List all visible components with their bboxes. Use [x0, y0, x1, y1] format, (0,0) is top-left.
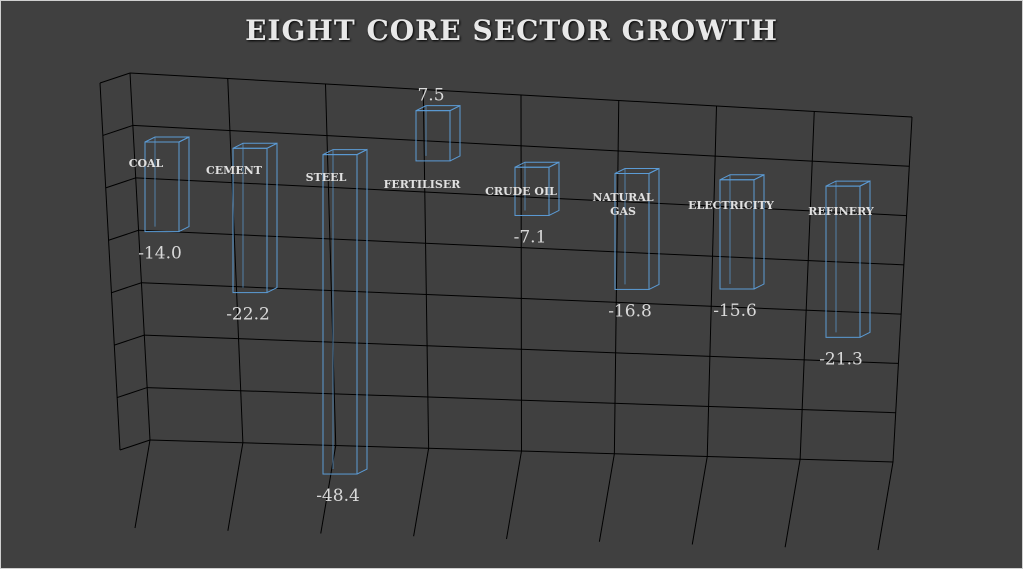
gridline-vertical — [892, 116, 913, 463]
gridline-floor — [691, 456, 708, 545]
bar-front — [719, 179, 755, 290]
gridline-floor — [784, 459, 801, 548]
gridline-floor — [227, 442, 244, 531]
data-label: -14.0 — [138, 244, 182, 264]
bar-front — [322, 154, 358, 475]
gridline-vertical — [613, 100, 620, 454]
bar-front — [415, 110, 451, 162]
bar-side — [449, 104, 461, 162]
bar-top — [415, 105, 461, 112]
category-label: GAS — [610, 205, 636, 218]
gridline-vertical — [706, 105, 717, 457]
gridline-vertical — [325, 83, 337, 446]
gridline-side-wall — [116, 387, 148, 399]
gridline-floor — [877, 461, 894, 551]
side-wall-edge — [99, 82, 121, 451]
bar-side — [548, 161, 560, 216]
bar-front — [144, 141, 180, 233]
gridline-vertical — [520, 94, 522, 452]
bar-top — [825, 180, 871, 187]
gridline-side-wall — [114, 334, 145, 346]
bar-top — [719, 174, 765, 181]
category-label: REFINERY — [808, 205, 874, 218]
bar-side — [753, 173, 765, 290]
category-label: CEMENT — [206, 164, 263, 177]
category-label: FERTILISER — [384, 178, 462, 191]
gridline-side-wall — [99, 72, 131, 84]
gridline-floor — [413, 448, 430, 537]
gridline-vertical — [799, 111, 815, 460]
data-label: -48.4 — [316, 486, 360, 506]
bar-side — [356, 148, 368, 475]
category-label: STEEL — [306, 171, 347, 184]
category-label: ELECTRICITY — [688, 199, 774, 212]
category-label: CRUDE OIL — [485, 185, 557, 198]
bar-top — [322, 149, 368, 156]
data-label: -7.1 — [514, 227, 547, 247]
gridline-side-wall — [119, 439, 151, 451]
bar-side — [648, 167, 660, 290]
gridline-vertical — [129, 72, 151, 441]
gridline-side-wall — [111, 282, 142, 294]
gridline-vertical — [422, 89, 430, 449]
data-label: -15.6 — [713, 301, 757, 321]
bar-top — [232, 142, 278, 149]
gridline-side-wall — [105, 177, 136, 189]
chart-title: EIGHT CORE SECTOR GROWTH — [245, 14, 778, 47]
bar-side — [266, 142, 278, 294]
bar-side — [178, 136, 190, 233]
gridline-side-wall — [108, 229, 139, 241]
data-label: -22.2 — [226, 305, 270, 325]
data-label: -16.8 — [608, 301, 652, 321]
gridline-vertical — [227, 78, 244, 443]
bar-side — [859, 180, 871, 338]
bar-top — [614, 168, 660, 174]
gridline-floor — [134, 439, 151, 529]
data-label: 7.5 — [417, 86, 444, 106]
bar-top — [144, 136, 190, 143]
gridline-floor — [506, 450, 522, 540]
category-label: COAL — [129, 157, 164, 170]
category-label: NATURAL — [592, 191, 653, 204]
gridline-side-wall — [102, 124, 134, 136]
gridline-floor — [598, 453, 615, 542]
data-label: -21.3 — [819, 349, 863, 369]
